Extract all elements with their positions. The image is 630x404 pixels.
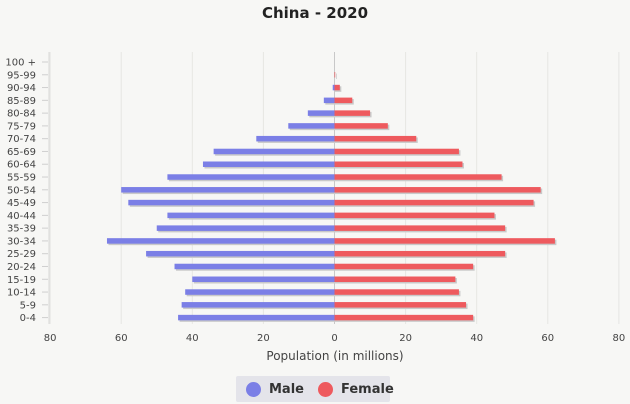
- bar-female[interactable]: [334, 110, 371, 116]
- y-tick-label: 40-44: [7, 211, 36, 222]
- y-tick-label: 85-89: [7, 96, 36, 107]
- bar-female[interactable]: [334, 97, 353, 104]
- y-tick-label: 45-49: [7, 198, 36, 209]
- male-swatch: [246, 381, 261, 397]
- x-tick-label: 80: [44, 333, 57, 344]
- bar-male[interactable]: [202, 161, 335, 167]
- x-tick-label: 20: [399, 333, 412, 344]
- bar-female[interactable]: [334, 276, 456, 283]
- bar-female[interactable]: [334, 199, 534, 206]
- bar-male[interactable]: [307, 110, 335, 116]
- legend-item-female[interactable]: Female: [318, 381, 394, 397]
- bar-male[interactable]: [121, 187, 335, 193]
- bar-male[interactable]: [181, 302, 335, 308]
- y-tick-label: 100 +: [5, 58, 36, 69]
- legend-item-male[interactable]: Male: [246, 381, 304, 397]
- bar-male[interactable]: [213, 148, 335, 155]
- bar-female[interactable]: [334, 314, 474, 321]
- legend-label-male: Male: [269, 381, 304, 397]
- y-tick-label: 35-39: [7, 224, 36, 235]
- bar-female[interactable]: [334, 161, 463, 167]
- x-tick-label: 40: [470, 333, 483, 344]
- bar-male[interactable]: [192, 276, 335, 283]
- y-tick-label: 60-64: [7, 160, 36, 171]
- bar-female[interactable]: [334, 250, 506, 257]
- bar-male[interactable]: [256, 135, 335, 142]
- bar-female[interactable]: [334, 148, 459, 155]
- y-tick-label: 95-99: [7, 70, 36, 81]
- bar-shadow: [336, 73, 337, 80]
- bar-female[interactable]: [334, 225, 506, 231]
- y-tick-label: 70-74: [7, 134, 36, 145]
- y-tick-label: 0-4: [20, 313, 36, 324]
- bar-male[interactable]: [146, 250, 335, 257]
- x-tick-label: 60: [541, 333, 554, 344]
- bar-female[interactable]: [334, 263, 474, 270]
- y-tick-label: 5-9: [20, 300, 36, 311]
- x-tick-label: 20: [257, 333, 270, 344]
- y-tick-label: 50-54: [7, 185, 36, 196]
- bars-layer: [106, 72, 557, 322]
- legend-label-female: Female: [341, 381, 394, 397]
- bar-male[interactable]: [178, 314, 335, 321]
- x-tick-label: 0: [331, 333, 337, 344]
- x-tick-label: 60: [115, 333, 128, 344]
- bar-male[interactable]: [167, 212, 335, 219]
- bar-male[interactable]: [128, 199, 335, 206]
- y-tick-label: 20-24: [7, 262, 36, 273]
- bar-male[interactable]: [185, 289, 335, 295]
- bar-female[interactable]: [334, 72, 336, 78]
- x-axis-ticks: 80 60 40 20 0 20 40 60 80: [44, 333, 626, 344]
- y-tick-label: 80-84: [7, 109, 36, 120]
- y-tick-label: 25-29: [7, 249, 36, 260]
- female-swatch: [318, 381, 333, 397]
- bar-female[interactable]: [334, 289, 459, 295]
- bar-male[interactable]: [174, 263, 335, 270]
- bar-male[interactable]: [106, 238, 335, 244]
- x-tick-label: 40: [186, 333, 199, 344]
- bar-male[interactable]: [288, 123, 335, 129]
- y-tick-label: 65-69: [7, 147, 36, 158]
- bar-female[interactable]: [334, 174, 502, 180]
- bar-male[interactable]: [323, 97, 335, 104]
- y-tick-label: 15-19: [7, 275, 36, 286]
- y-tick-label: 10-14: [7, 288, 36, 299]
- bar-female[interactable]: [334, 84, 340, 91]
- y-tick-label: 90-94: [7, 83, 36, 94]
- bar-male[interactable]: [332, 84, 335, 91]
- legend: Male Female: [236, 376, 394, 402]
- y-tick-label: 55-59: [7, 173, 36, 184]
- bar-female[interactable]: [334, 238, 555, 244]
- bar-female[interactable]: [334, 212, 495, 219]
- bar-female[interactable]: [334, 135, 417, 142]
- bar-male[interactable]: [156, 225, 335, 231]
- bar-female[interactable]: [334, 187, 541, 193]
- bar-female[interactable]: [334, 123, 388, 129]
- bar-male[interactable]: [167, 174, 335, 180]
- chart-title: China - 2020: [262, 4, 368, 22]
- x-axis-label: Population (in millions): [266, 349, 403, 363]
- y-tick-label: 75-79: [7, 121, 36, 132]
- x-tick-label: 80: [613, 333, 626, 344]
- y-tick-label: 30-34: [7, 236, 36, 247]
- bar-female[interactable]: [334, 302, 467, 308]
